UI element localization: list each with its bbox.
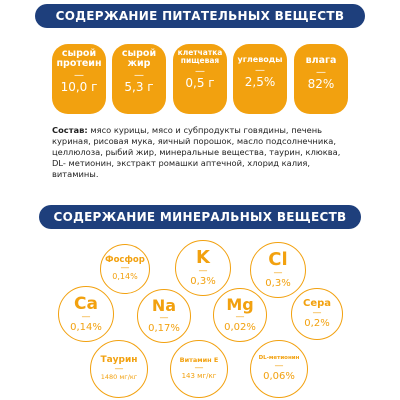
mineral-phosphorus: Фосфор — 0,14% bbox=[100, 244, 150, 294]
mineral-name: Mg bbox=[226, 295, 254, 314]
nutrient-label: сырой жир bbox=[121, 48, 157, 69]
mineral-value: 143 мг/кг bbox=[181, 371, 217, 380]
mineral-dl-methionine: DL-метионин — 0,06% bbox=[250, 340, 308, 398]
nutrient-value: 82% bbox=[307, 76, 335, 91]
mineral-vitamin-e: Витамин Е — 143 мг/кг bbox=[170, 340, 228, 398]
nutrient-value: 0,5 г bbox=[185, 75, 215, 90]
nutrient-moisture: влага — 82% bbox=[294, 44, 348, 114]
mineral-dash: — bbox=[198, 266, 208, 276]
mineral-name: Фосфор bbox=[105, 254, 145, 265]
composition-text: Состав: мясо курицы, мясо и субпродукты … bbox=[52, 125, 352, 180]
nutrient-label: сырой протеин bbox=[56, 48, 102, 69]
nutrient-label: влага bbox=[305, 55, 337, 66]
nutrient-label: клетчатка пищевая bbox=[177, 48, 223, 65]
mineral-value: 1480 мг/кг bbox=[100, 373, 138, 382]
nutrient-fiber: клетчатка пищевая — 0,5 г bbox=[173, 44, 227, 114]
mineral-value: 0,2% bbox=[304, 318, 330, 329]
mineral-name: Сера bbox=[302, 298, 332, 309]
mineral-value: 0,14% bbox=[112, 272, 138, 282]
mineral-dash: — bbox=[114, 364, 124, 375]
mineral-dash: — bbox=[194, 362, 204, 373]
nutrient-dash: — bbox=[255, 65, 265, 77]
mineral-dash: — bbox=[159, 313, 169, 323]
nutrient-dash: — bbox=[195, 65, 205, 77]
mineral-name: Витамин Е bbox=[179, 356, 219, 365]
nutrient-value: 5,3 г bbox=[124, 79, 154, 94]
mineral-value: 0,3% bbox=[265, 278, 291, 289]
nutrient-carbs: углеводы — 2,5% bbox=[233, 44, 287, 114]
mineral-name: Na bbox=[151, 296, 177, 315]
nutrient-protein: сырой протеин — 10,0 г bbox=[52, 44, 106, 114]
composition-body: мясо курицы, мясо и субпродукты говядины… bbox=[52, 125, 341, 179]
mineral-dash: — bbox=[235, 312, 245, 322]
mineral-value: 0,3% bbox=[190, 276, 216, 287]
mineral-magnesium: Mg — 0,02% bbox=[213, 288, 267, 342]
mineral-name: Таурин bbox=[100, 355, 138, 366]
nutrient-value: 2,5% bbox=[244, 75, 276, 90]
nutrient-dash: — bbox=[74, 69, 84, 81]
mineral-value: 0,17% bbox=[148, 323, 180, 334]
mineral-taurine: Таурин — 1480 мг/кг bbox=[90, 340, 148, 398]
mineral-value: 0,06% bbox=[263, 370, 295, 382]
nutrient-label: углеводы bbox=[237, 55, 283, 64]
nutrient-dash: — bbox=[316, 66, 326, 78]
mineral-dash: — bbox=[274, 360, 284, 371]
mineral-dash: — bbox=[312, 308, 322, 318]
mineral-value: 0,02% bbox=[224, 322, 256, 333]
mineral-name: DL-метионин bbox=[258, 355, 300, 362]
mineral-sulfur: Сера — 0,2% bbox=[291, 288, 343, 340]
mineral-name: Ca bbox=[74, 293, 98, 314]
mineral-chlorine: Cl — 0,3% bbox=[250, 242, 306, 298]
minerals-title: СОДЕРЖАНИЕ МИНЕРАЛЬНЫХ ВЕЩЕСТВ bbox=[39, 205, 361, 229]
mineral-dash: — bbox=[81, 311, 91, 322]
nutrient-fat: сырой жир — 5,3 г bbox=[112, 44, 166, 114]
mineral-calcium: Ca — 0,14% bbox=[58, 286, 114, 342]
mineral-name: K bbox=[196, 247, 210, 268]
mineral-dash: — bbox=[273, 268, 283, 278]
mineral-dash: — bbox=[120, 263, 130, 274]
mineral-value: 0,14% bbox=[70, 321, 102, 333]
mineral-name: Cl bbox=[268, 249, 288, 270]
mineral-potassium: K — 0,3% bbox=[175, 240, 231, 296]
composition-label: Состав: bbox=[52, 125, 88, 135]
nutrient-dash: — bbox=[134, 69, 144, 81]
nutrients-title: СОДЕРЖАНИЕ ПИТАТЕЛЬНЫХ ВЕЩЕСТВ bbox=[35, 4, 365, 28]
nutrient-value: 10,0 г bbox=[60, 79, 98, 94]
mineral-sodium: Na — 0,17% bbox=[137, 289, 191, 343]
nutrients-row: сырой протеин — 10,0 г сырой жир — 5,3 г к… bbox=[52, 44, 348, 114]
